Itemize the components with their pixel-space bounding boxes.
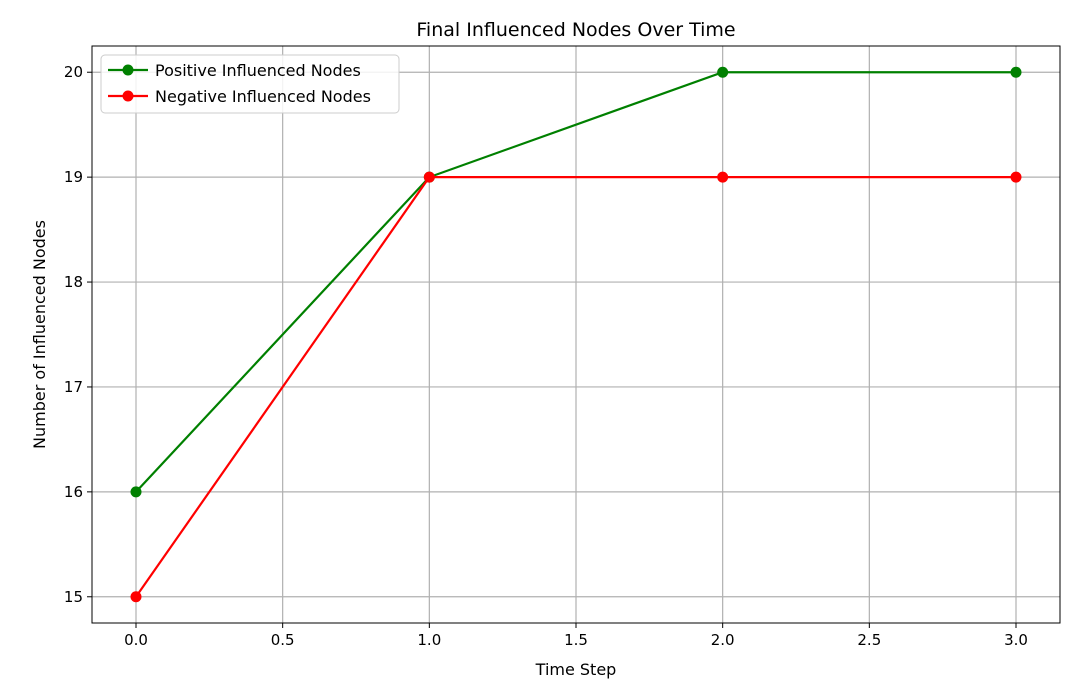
x-tick-label: 2.0 [711,631,735,649]
y-tick-label: 16 [64,483,83,501]
x-tick-label: 1.0 [417,631,441,649]
series-line [135,176,1016,598]
grid [92,46,1060,623]
legend: Positive Influenced Nodes Negative Influe… [100,54,400,114]
legend-item: Positive Influenced Nodes [108,61,361,80]
chart-title: Final Influenced Nodes Over Time [416,19,735,41]
series-negative [130,171,1022,603]
legend-marker [122,64,134,76]
y-axis-label: Number of Influenced Nodes [30,220,49,449]
y-tick-label: 20 [64,63,83,81]
x-tick-label: 1.5 [564,631,588,649]
data-point [130,486,142,498]
x-tick-label: 3.0 [1004,631,1028,649]
x-tick-label: 0.5 [271,631,295,649]
data-point [423,171,435,183]
data-point [130,591,142,603]
x-ticks: 0.0 0.5 1.0 1.5 2.0 2.5 3.0 [124,623,1028,649]
y-tick-label: 17 [64,378,83,396]
y-tick-label: 15 [64,588,83,606]
y-tick-label: 18 [64,273,83,291]
series-layer [130,66,1022,603]
legend-marker [122,90,134,102]
legend-item: Negative Influenced Nodes [108,87,371,106]
series-line [135,71,1016,493]
legend-box [100,54,400,114]
data-point [717,66,729,78]
data-point [1010,171,1022,183]
data-point [1010,66,1022,78]
x-tick-label: 0.0 [124,631,148,649]
legend-label: Positive Influenced Nodes [155,61,361,80]
x-axis-label: Time Step [535,660,617,679]
legend-label: Negative Influenced Nodes [155,87,371,106]
y-ticks: 15 16 17 18 19 20 [64,63,92,606]
data-point [717,171,729,183]
y-tick-label: 19 [64,168,83,186]
x-tick-label: 2.5 [857,631,881,649]
